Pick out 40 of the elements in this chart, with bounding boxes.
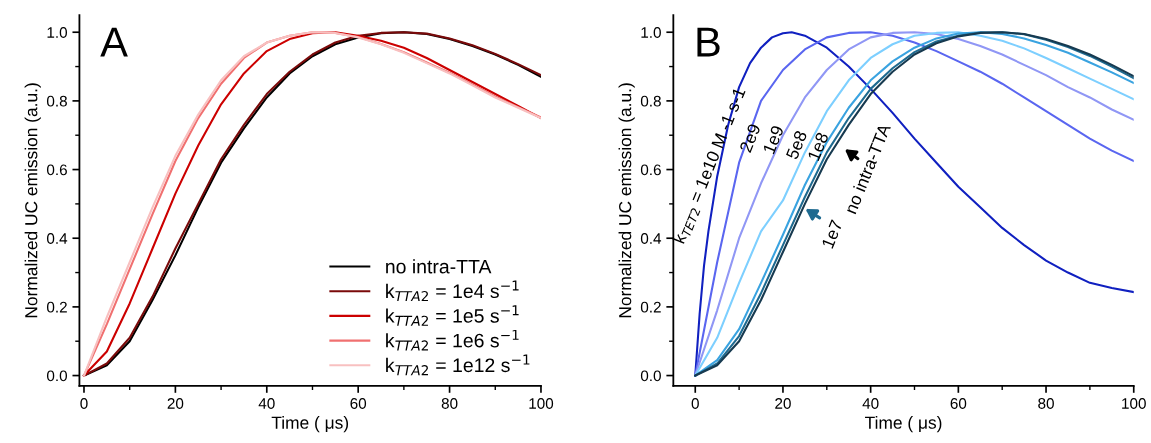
x-tick-label: 100 — [529, 398, 554, 409]
y-tick-label: 0.6 — [46, 164, 67, 176]
y-tick-label: 0.8 — [46, 95, 67, 107]
x-tick-label: 0 — [691, 398, 699, 409]
x-tick-label: 100 — [1122, 398, 1146, 409]
text: 1e7 — [821, 219, 843, 249]
x-tick-label: 60 — [350, 398, 367, 409]
x-tick-label: 0 — [80, 398, 88, 409]
text: 5e8 — [785, 129, 808, 161]
y-axis-title: Normalized UC emission (a.u.) — [618, 83, 635, 318]
text: 1e9 — [762, 124, 785, 155]
x-tick-label: 40 — [862, 398, 879, 409]
y-axis-title: Normalized UC emission (a.u.) — [24, 83, 41, 318]
y-tick-label: 0.0 — [46, 370, 68, 382]
annotation: B — [697, 27, 720, 57]
legend-label: k$_{TTA2}$ = 1e5 s$^{−1}$ — [386, 305, 519, 326]
y-tick-label: 0.0 — [640, 370, 661, 382]
x-axis-title: Time ( μs) — [865, 416, 942, 433]
y-tick-label: 1.0 — [641, 27, 661, 38]
legend-label: k$_{TTA2}$ = 1e4 s$^{−1}$ — [386, 280, 519, 302]
x-tick-label: 20 — [775, 398, 791, 409]
text: 1e8 — [807, 131, 829, 162]
x-tick-label: 80 — [1038, 398, 1054, 409]
legend-label: k$_{TTA2}$ = 1e12 s$^{−1}$ — [386, 354, 530, 376]
y-tick-label: 0.4 — [46, 233, 68, 244]
y-tick-label: 0.4 — [640, 233, 662, 244]
annotation: A — [100, 27, 128, 57]
text: 2e9 — [739, 123, 761, 154]
x-tick-label: 20 — [167, 398, 184, 409]
y-tick-label: 0.8 — [640, 95, 661, 107]
x-tick-label: 80 — [441, 398, 458, 409]
y-tick-label: 1.0 — [47, 27, 68, 38]
x-axis-title: Time ( μs) — [271, 416, 349, 433]
legend-label: no intra-TTA — [386, 259, 492, 274]
y-tick-label: 0.2 — [46, 301, 67, 313]
y-tick-label: 0.2 — [640, 301, 661, 313]
x-tick-label: 40 — [258, 398, 275, 409]
y-tick-label: 0.6 — [640, 164, 661, 176]
legend-label: k$_{TTA2}$ = 1e6 s$^{−1}$ — [386, 329, 519, 351]
x-tick-label: 60 — [950, 398, 967, 409]
